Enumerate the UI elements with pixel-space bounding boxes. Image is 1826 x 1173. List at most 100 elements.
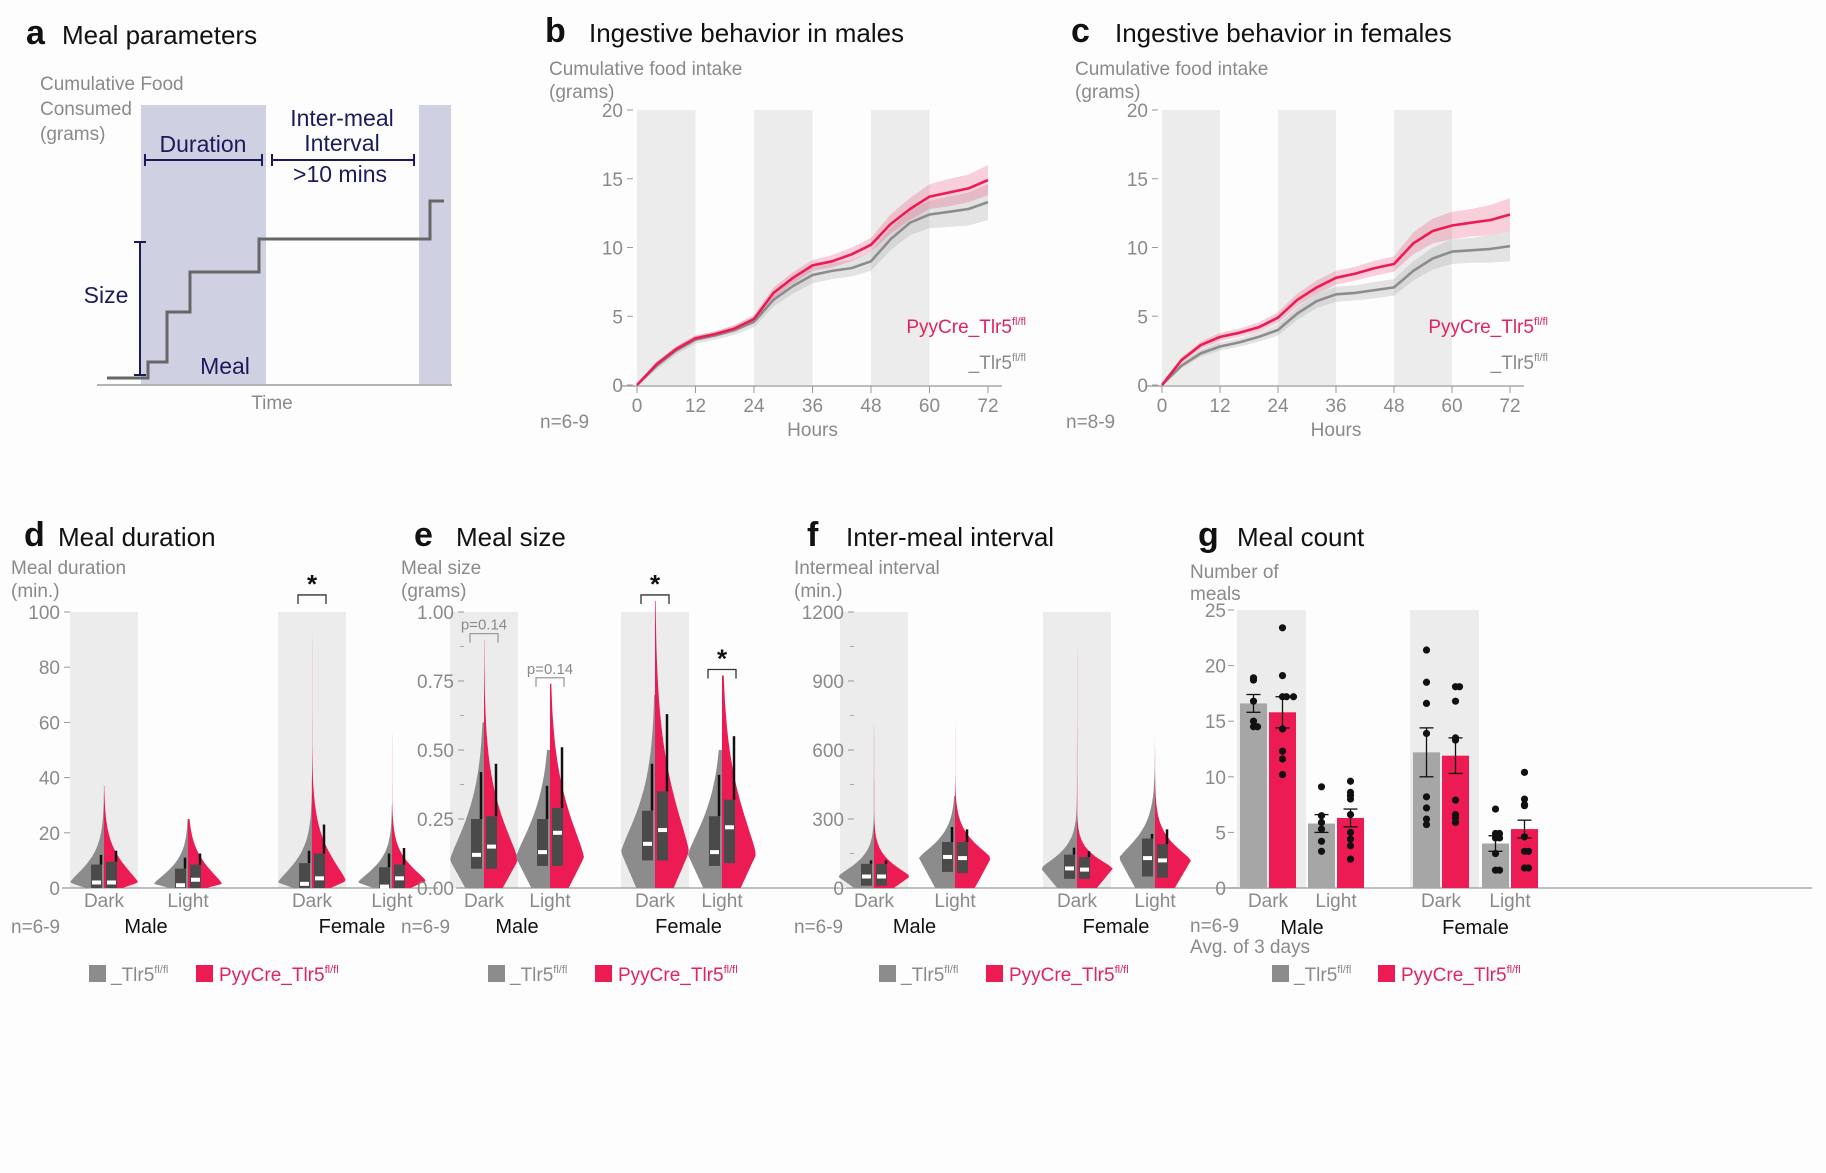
data-point — [1422, 821, 1431, 829]
legend-entry-treatment: PyyCre_Tlr5fl/fl — [1009, 964, 1129, 986]
median-mark — [658, 828, 667, 833]
legend-entry-treatment: PyyCre_Tlr5fl/fl — [618, 964, 738, 986]
x-tick-label: 12 — [685, 396, 706, 417]
panel-letter: e — [414, 516, 433, 554]
legend-text: PyyCre_Tlr5 — [1009, 965, 1115, 986]
significance-star: * — [650, 569, 661, 599]
legend-swatch-control — [488, 965, 505, 982]
y-tick-label: 900 — [812, 672, 844, 693]
y-tick-label: 20 — [1127, 101, 1148, 122]
panel-b: b Ingestive behavior in males Cumulative f… — [540, 12, 1026, 441]
x-axis-label: Hours — [787, 420, 838, 441]
n-label: n=8-9 — [1066, 412, 1115, 433]
legend-text: PyyCre_Tlr5 — [618, 965, 724, 986]
x-tick-label: 36 — [1325, 396, 1346, 417]
p-value-label: p=0.14 — [461, 617, 507, 634]
x-tick-label: Light — [1315, 891, 1357, 912]
x-tick-label: 24 — [743, 396, 765, 417]
legend-entry-control: _Tlr5fl/fl — [968, 352, 1026, 374]
data-point — [1422, 815, 1431, 823]
median-mark — [710, 850, 719, 855]
x-tick-label: Dark — [635, 891, 676, 912]
y-tick-label: 10 — [602, 239, 623, 260]
panel-title: Meal parameters — [62, 20, 257, 50]
y-tick-label: 15 — [1127, 170, 1148, 191]
iqr-box — [190, 864, 201, 888]
legend-superscript: fl/fl — [1012, 352, 1026, 364]
bar-treatment — [1269, 712, 1296, 888]
panel-letter: d — [24, 516, 45, 554]
median-mark — [395, 876, 404, 881]
median-mark — [1143, 856, 1152, 861]
legend-swatch-control — [89, 965, 106, 982]
iqr-box — [299, 863, 310, 888]
legend-text: PyyCre_Tlr5 — [1428, 317, 1534, 338]
data-point — [1520, 833, 1529, 841]
legend-swatch-treatment — [196, 965, 213, 982]
bar-control — [1308, 823, 1335, 888]
dark-period-shade — [637, 110, 696, 385]
violin-control — [70, 783, 104, 888]
y-tick-label: 10 — [1205, 768, 1226, 789]
x-tick-label: 0 — [632, 396, 643, 417]
data-point — [1346, 811, 1355, 819]
significance-bracket — [535, 677, 565, 687]
group-label-male: Male — [1280, 917, 1323, 939]
panel-title: Inter-meal interval — [846, 522, 1054, 552]
y-tick-label: 5 — [612, 307, 623, 328]
y-axis-label-line1: Cumulative Food — [40, 74, 184, 95]
legend-superscript: fl/fl — [154, 964, 168, 976]
x-tick-label: Light — [167, 891, 209, 912]
median-mark — [862, 874, 871, 879]
data-point — [1317, 847, 1326, 855]
median-mark — [176, 883, 185, 888]
inter-meal-threshold: >10 mins — [293, 161, 387, 187]
median-mark — [300, 881, 309, 886]
series-line — [636, 178, 989, 386]
data-point — [1346, 777, 1355, 785]
x-tick-label: 72 — [1499, 396, 1520, 417]
legend-superscript: fl/fl — [944, 964, 958, 976]
panel-title: Ingestive behavior in females — [1115, 18, 1452, 48]
series-line — [1160, 213, 1511, 386]
x-tick-label: 24 — [1267, 396, 1289, 417]
data-point — [1317, 818, 1326, 826]
sem-band — [1162, 231, 1510, 385]
y-tick-label: 5 — [1137, 307, 1148, 328]
iqr-box — [394, 864, 405, 888]
data-point — [1346, 835, 1355, 843]
data-point — [1422, 646, 1431, 654]
y-axis-label-line1: Number of — [1190, 562, 1279, 583]
data-point — [1278, 770, 1287, 779]
data-point — [1524, 864, 1533, 872]
y-axis-label-line1: Cumulative food intake — [549, 59, 742, 80]
x-axis-label: Hours — [1311, 420, 1362, 441]
significance-bracket — [707, 668, 737, 679]
y-axis-label-line2: Consumed — [40, 99, 132, 120]
data-point — [1249, 674, 1258, 682]
legend-entry-treatment: PyyCre_Tlr5fl/fl — [1401, 964, 1521, 986]
y-axis-label-line2: meals — [1190, 584, 1241, 605]
x-tick-label: 36 — [802, 396, 823, 417]
x-tick-label: Light — [1489, 891, 1531, 912]
significance-star: * — [717, 643, 728, 673]
x-tick-label: Light — [701, 891, 743, 912]
iqr-box — [471, 819, 482, 869]
sem-band — [637, 184, 988, 385]
panel-letter: g — [1198, 516, 1219, 554]
x-tick-label: Dark — [1057, 891, 1098, 912]
data-point — [1289, 693, 1298, 701]
y-tick-label: 0 — [612, 376, 623, 397]
meal-label: Meal — [200, 353, 250, 379]
x-tick-label: Dark — [1421, 891, 1462, 912]
y-tick-label: 600 — [812, 741, 844, 762]
legend-text: _Tlr5 — [1490, 353, 1534, 374]
y-tick-label: 1.00 — [417, 603, 454, 624]
panel-c: c Ingestive behavior in females Cumulative… — [1066, 12, 1548, 441]
legend-entry-treatment: PyyCre_Tlr5fl/fl — [1428, 316, 1548, 338]
y-axis-label-line1: Meal duration — [11, 558, 126, 579]
y-axis-label-line1: Meal size — [401, 558, 481, 579]
median-mark — [643, 841, 652, 846]
data-point — [1278, 624, 1287, 632]
iqr-box — [91, 864, 102, 888]
